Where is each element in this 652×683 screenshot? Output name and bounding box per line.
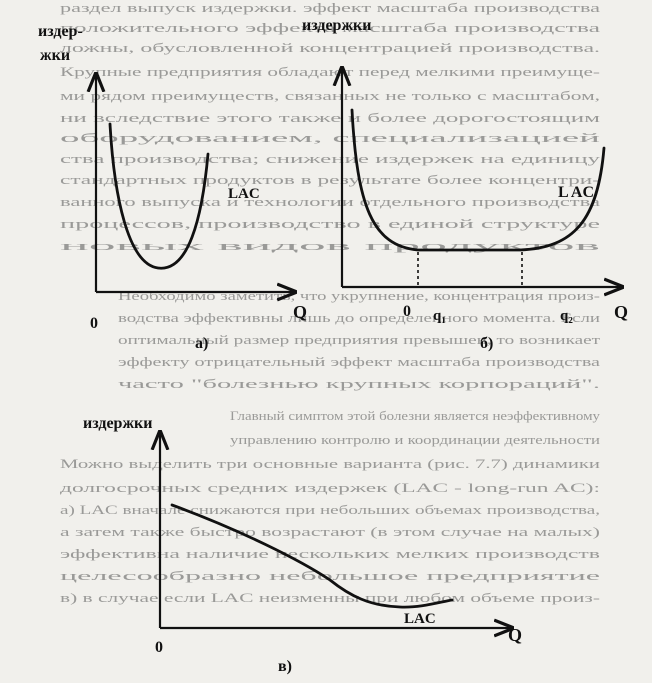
panel-c-lac-curve (170, 503, 454, 609)
background-text-line: ни вследствие этого также и более дорого… (60, 110, 600, 125)
background-text-line: оборудованием, специализацией (60, 130, 600, 145)
background-text-line: ванного выпуска и технологии отдельного … (60, 194, 600, 209)
background-text-line: долгосрочных средних издержек (LAC - lon… (60, 480, 600, 495)
panel-c-curve-label: LAC (404, 611, 436, 627)
panel-b-curve-label: L AC (558, 184, 594, 201)
background-text-line: а) LAC вначале снижаются при небольших о… (60, 502, 600, 517)
panel-a-origin: 0 (90, 315, 98, 332)
panel-a: издер- жки LAC 0 Q а) (38, 23, 307, 352)
background-text-line: Главный симптом этой болезни является не… (230, 408, 601, 423)
background-text-line: водства эффективны лишь до определенного… (118, 310, 600, 325)
panel-b-caption: б) (480, 335, 493, 352)
panel-a-ylabel-line2: жки (40, 47, 70, 64)
panel-b-q1-label: q₁ (433, 308, 446, 324)
background-text: раздел выпуск издержки. эффект масштаба … (60, 0, 601, 605)
background-text-line: раздел выпуск издержки. эффект масштаба … (60, 0, 600, 15)
background-text-line: положительного эффекта масштаба производ… (60, 20, 600, 35)
background-text-line: управлению контролю и координации деятел… (230, 432, 600, 447)
panel-b-lac-curve (350, 108, 606, 252)
background-text-line: целесообразно небольшое предприятие (60, 568, 601, 583)
background-text-line: стандартных продуктов в результате более… (60, 172, 600, 187)
panel-c-caption: в) (278, 658, 292, 675)
panel-b-q2-label: q₂ (560, 308, 573, 324)
panel-b: издержки L AC 0 q₁ q₂ Q б) (302, 17, 628, 352)
panel-c: издержки LAC 0 Q в) (83, 415, 522, 675)
background-text-line: часто "болезнью крупных корпораций". (118, 376, 600, 391)
background-text-line: процессов, производство в единой структу… (60, 216, 600, 231)
panel-c-ylabel: издержки (83, 415, 153, 432)
panel-a-ylabel-line1: издер- (38, 23, 83, 40)
panel-a-curve-label: LAC (228, 186, 260, 202)
background-text-line: ложны, обусловленной концентрацией произ… (60, 40, 600, 55)
panel-c-x-label: Q (508, 625, 522, 645)
background-text-line: эффекту отрицательный эффект масштаба пр… (118, 354, 600, 369)
panel-b-x-label: Q (614, 302, 628, 322)
background-text-line: ми рядом преимуществ, связанных не тольк… (60, 88, 600, 103)
background-text-line: оптимальный размер предприятия превышен,… (118, 332, 600, 347)
background-text-line: Крупные предприятия обладают перед мелки… (60, 64, 600, 79)
panel-b-origin: 0 (403, 303, 411, 320)
panel-a-x-label: Q (293, 302, 307, 322)
background-text-line: а затем также быстро возрастают (в этом … (60, 524, 600, 539)
background-text-line: в) в случае если LAC неизменны при любом… (60, 590, 600, 605)
panel-a-lac-curve (108, 122, 210, 270)
background-text-line: Необходимо заметить, что укрупнение, кон… (118, 288, 600, 303)
background-text-line: эффективна наличие нескольких мелких про… (60, 546, 600, 561)
panel-b-ylabel: издержки (302, 17, 372, 34)
background-text-line: Можно выделить три основные варианта (ри… (60, 456, 600, 471)
panel-a-caption: а) (195, 335, 208, 352)
panel-c-origin: 0 (155, 639, 163, 656)
background-text-line: ства производства; снижение издержек на … (60, 151, 601, 166)
